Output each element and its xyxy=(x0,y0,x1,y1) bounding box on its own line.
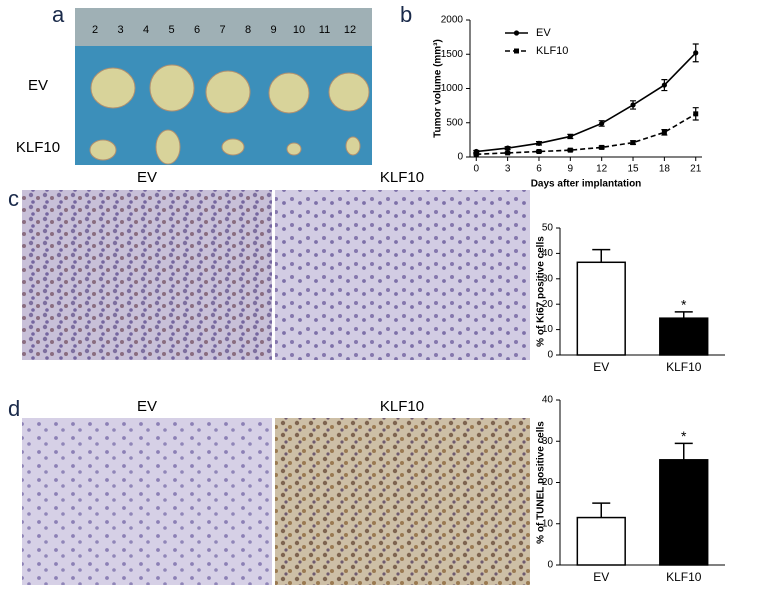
x-tick-label: EV xyxy=(593,570,609,584)
ruler xyxy=(75,8,372,46)
marker xyxy=(473,151,479,157)
error-bar xyxy=(674,442,693,460)
x-axis-label: Days after implantation xyxy=(531,179,642,190)
y-tick-label: 1500 xyxy=(441,49,464,60)
y-tick-label: 50 xyxy=(542,223,554,234)
marker xyxy=(567,133,573,140)
ruler-number: 6 xyxy=(194,24,200,36)
ihc-image xyxy=(22,190,272,360)
ruler-number: 4 xyxy=(143,24,149,36)
ruler-number: 3 xyxy=(117,24,123,36)
y-tick-label: 500 xyxy=(446,117,463,128)
y-tick-label: 40 xyxy=(542,248,554,259)
marker xyxy=(505,150,511,156)
ruler-number: 10 xyxy=(293,24,305,36)
y-tick-label: 2000 xyxy=(441,15,464,26)
bar xyxy=(659,317,709,356)
line xyxy=(476,52,697,153)
legend-marker xyxy=(513,30,520,36)
marker xyxy=(693,111,699,117)
error-bar xyxy=(592,248,611,263)
x-tick-label: 18 xyxy=(659,164,671,175)
marker xyxy=(599,144,605,150)
bar xyxy=(659,459,709,566)
image-header: EV xyxy=(137,398,157,415)
x-tick-label: KLF10 xyxy=(666,360,702,374)
panel-label: c xyxy=(8,186,19,211)
y-tick-label: 30 xyxy=(542,273,554,284)
tumors xyxy=(89,64,370,165)
panel-label: d xyxy=(8,396,20,421)
row-label: KLF10 xyxy=(16,139,60,156)
y-tick-label: 30 xyxy=(542,436,554,447)
ihc-image xyxy=(275,190,530,360)
ruler-number: 2 xyxy=(92,24,98,36)
y-tick-label: 1000 xyxy=(441,83,464,94)
y-axis-label: % of TUNEL positive cells xyxy=(536,421,547,544)
panel-c: c EV KLF10 xyxy=(8,169,530,360)
x-tick-label: EV xyxy=(593,360,609,374)
image-header: KLF10 xyxy=(380,398,424,415)
image-header: KLF10 xyxy=(380,169,424,186)
y-axis-label: Tumor volume (mm³) xyxy=(433,39,444,138)
y-tick-label: 0 xyxy=(457,152,463,163)
panel-a: a 2 3 4 5 6 7 8 9 10 11 12 EV KLF10 xyxy=(16,2,372,165)
panel-d: d EV KLF10 xyxy=(8,396,530,585)
x-tick-label: 6 xyxy=(536,164,542,175)
y-tick-label: 20 xyxy=(542,477,554,488)
ruler-number: 9 xyxy=(270,24,276,36)
ruler-number: 8 xyxy=(245,24,251,36)
ruler-number: 11 xyxy=(319,24,330,36)
y-tick-label: 40 xyxy=(542,395,554,406)
row-label: EV xyxy=(28,77,48,94)
marker xyxy=(661,129,667,135)
marker xyxy=(505,145,511,151)
panel-label: b xyxy=(400,2,412,27)
marker xyxy=(567,147,573,153)
y-tick-label: 0 xyxy=(547,560,553,571)
panel-b: b xyxy=(400,2,412,27)
x-tick-label: 3 xyxy=(505,164,511,175)
x-tick-label: 0 xyxy=(473,164,479,175)
marker xyxy=(599,120,605,127)
legend-label: KLF10 xyxy=(536,45,568,57)
panel-label: a xyxy=(52,2,65,27)
marker xyxy=(630,102,636,108)
y-axis-label: % of Ki67 positive cells xyxy=(536,236,547,347)
bar xyxy=(576,261,626,356)
significance: * xyxy=(681,428,687,444)
x-tick-label: 21 xyxy=(690,164,702,175)
tunel-image xyxy=(275,418,530,585)
significance: * xyxy=(681,297,687,313)
x-tick-label: 9 xyxy=(568,164,574,175)
error-bar xyxy=(674,311,693,319)
marker xyxy=(536,140,542,146)
ruler-number: 12 xyxy=(344,24,356,36)
tunel-image xyxy=(22,418,272,585)
ruler-number: 5 xyxy=(168,24,174,36)
y-tick-label: 0 xyxy=(547,350,553,361)
y-tick-label: 10 xyxy=(542,324,554,335)
legend-marker xyxy=(514,48,519,54)
marker xyxy=(661,82,667,88)
marker xyxy=(536,149,542,155)
y-tick-label: 20 xyxy=(542,299,554,310)
ruler-numbers: 2 3 4 5 6 7 8 9 10 11 12 xyxy=(92,24,356,36)
image-header: EV xyxy=(137,169,157,186)
line xyxy=(476,113,697,156)
marker xyxy=(693,50,699,56)
x-tick-label: 12 xyxy=(596,164,608,175)
x-tick-label: 15 xyxy=(627,164,639,175)
ruler-number: 7 xyxy=(219,24,225,36)
y-tick-label: 10 xyxy=(542,518,554,529)
error-bar xyxy=(592,502,611,518)
x-tick-label: KLF10 xyxy=(666,570,702,584)
legend-label: EV xyxy=(536,27,551,39)
bar xyxy=(576,516,626,566)
marker xyxy=(630,140,636,146)
